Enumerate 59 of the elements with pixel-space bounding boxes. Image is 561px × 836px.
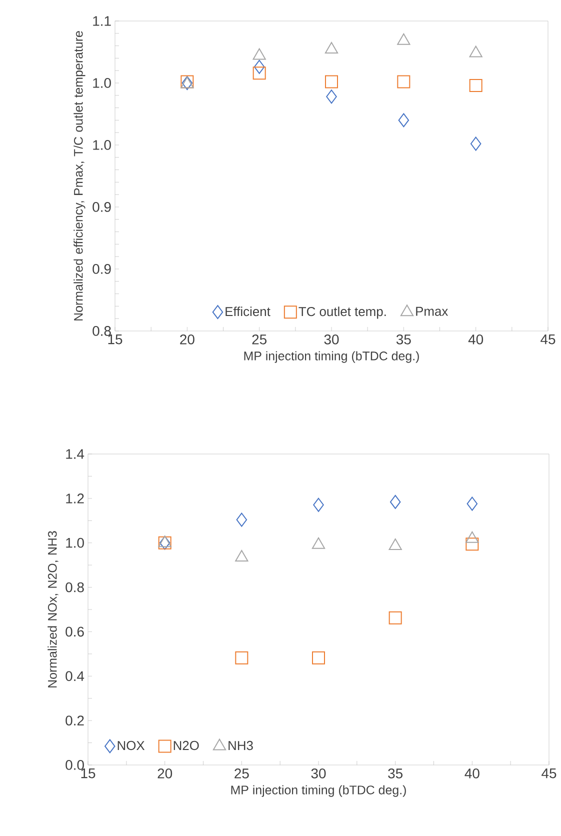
x-tick-label: 35 (396, 334, 411, 344)
point (313, 498, 324, 512)
y-tick-label: 0.8 (66, 582, 84, 592)
point (235, 651, 248, 664)
point (235, 550, 248, 562)
x-tick-label: 20 (158, 768, 172, 778)
y-tick-label: 0.9 (92, 202, 111, 212)
point (325, 75, 338, 88)
x-tick-label: 20 (180, 334, 194, 344)
point (388, 611, 402, 624)
point (398, 113, 410, 128)
point (252, 66, 266, 80)
point (236, 512, 248, 527)
x-tick-label: 30 (324, 334, 339, 344)
point (469, 46, 482, 58)
y-tick-label: 1.2 (66, 494, 84, 504)
y-tick-label: 0.8 (92, 326, 111, 336)
x-tick-label: 40 (464, 768, 480, 778)
x-tick-label: 45 (542, 768, 556, 778)
point (252, 48, 266, 60)
y-tick-label: 1.4 (66, 449, 84, 459)
y-axis-title: Normalized NOx, N2O, NH3 (48, 531, 58, 688)
point (254, 60, 265, 74)
point (470, 136, 482, 151)
x-axis-title: MP injection timing (bTDC deg.) (231, 785, 406, 797)
point (397, 75, 410, 88)
x-tick-label: 30 (311, 768, 326, 778)
x-axis-title: MP injection timing (bTDC deg.) (244, 351, 419, 363)
point (466, 538, 479, 551)
legend-label: Pmax (416, 306, 448, 316)
legend-label: NH3 (228, 740, 253, 750)
y-tick-label: 1.0 (66, 538, 84, 548)
x-tick-label: 35 (388, 768, 402, 778)
x-tick-label: 40 (468, 334, 484, 344)
y-tick-label: 0.0 (66, 760, 84, 770)
x-tick-label: 15 (81, 768, 96, 778)
y-tick-label: 0.6 (66, 626, 84, 637)
point (466, 496, 478, 511)
x-tick-label: 15 (108, 334, 122, 344)
y-tick-label: 0.4 (66, 671, 84, 682)
point (312, 651, 325, 664)
x-tick-label: 45 (540, 334, 556, 344)
legend-label: N2O (174, 740, 199, 750)
point (326, 90, 337, 104)
y-tick-label: 0.2 (66, 716, 84, 726)
point (324, 42, 338, 54)
legend-label: TC outlet temp. (298, 306, 386, 319)
legend-label: Efficient (226, 306, 270, 316)
legend-label: NOX (118, 740, 145, 750)
point (469, 78, 482, 92)
x-tick-label: 25 (234, 768, 249, 778)
y-axis-title: Normalized efficiency, Pmax, T/C outlet temperature (74, 31, 86, 320)
y-tick-label: 1.0 (93, 140, 111, 150)
point (397, 33, 410, 45)
y-tick-label: 1.0 (93, 78, 111, 88)
y-tick-label: 0.9 (92, 264, 111, 274)
x-tick-label: 25 (252, 334, 267, 344)
point (390, 494, 401, 509)
y-tick-label: 1.1 (93, 16, 111, 26)
